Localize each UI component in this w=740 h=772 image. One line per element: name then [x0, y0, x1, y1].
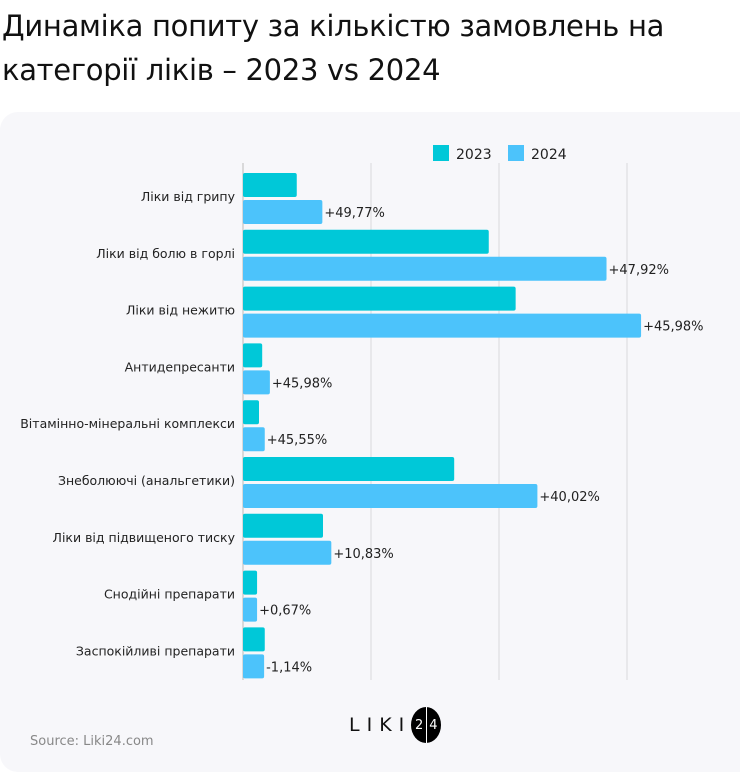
category-label: Заспокійливі препарати — [76, 643, 235, 658]
source-note: Source: Liki24.com — [30, 734, 154, 749]
bar-2024 — [243, 597, 258, 622]
chart-card — [0, 112, 740, 772]
data-label: +47,92% — [609, 263, 669, 278]
data-label: +10,83% — [333, 547, 393, 562]
bar-2023 — [243, 400, 259, 425]
bar-2023 — [243, 457, 455, 481]
bar-2024 — [243, 200, 323, 224]
bar-2023 — [243, 229, 489, 254]
bar-2024 — [243, 370, 270, 395]
bar-2023 — [243, 627, 265, 652]
data-label: +45,55% — [267, 433, 327, 448]
chart-title: Динаміка попиту за кількістю замовлень н… — [2, 9, 665, 87]
legend-label-2024: 2024 — [531, 147, 567, 163]
category-label: Ліки від нежитю — [126, 303, 235, 318]
bar-2023 — [243, 286, 516, 311]
data-label: +45,98% — [272, 376, 332, 391]
bar-2024 — [243, 654, 265, 679]
logo-text: LIKI — [349, 714, 412, 736]
bar-2024 — [243, 427, 265, 452]
category-label: Знеболюючі (анальгетики) — [58, 473, 235, 488]
bar-2023 — [243, 173, 297, 197]
category-label: Ліки від підвищеного тиску — [53, 530, 236, 545]
data-label: +0,67% — [259, 604, 311, 619]
bar-2024 — [243, 484, 538, 508]
bar-2023 — [243, 343, 263, 368]
legend-label-2023: 2023 — [456, 147, 492, 163]
bar-2024 — [243, 256, 607, 281]
bar-2024 — [243, 313, 642, 338]
data-label: -1,14% — [266, 660, 312, 675]
data-label: +45,98% — [643, 320, 703, 335]
category-label: Антидепресанти — [125, 359, 235, 374]
category-label: Снодійні препарати — [104, 587, 235, 602]
bar-chart: 2023 2024 Ліки від грипу +49,77% Ліки від бо… — [20, 145, 704, 680]
category-label: Ліки від болю в горлі — [96, 246, 235, 261]
legend-swatch-2023 — [433, 145, 449, 161]
legend-swatch-2024 — [508, 145, 524, 161]
category-label: Ліки від грипу — [141, 189, 236, 204]
bar-2023 — [243, 570, 258, 595]
bar-2024 — [243, 540, 332, 565]
data-label: +40,02% — [539, 490, 599, 505]
category-label: Вітамінно-мінеральні комплекси — [20, 416, 235, 431]
data-label: +49,77% — [324, 206, 384, 221]
bar-2023 — [243, 513, 323, 538]
